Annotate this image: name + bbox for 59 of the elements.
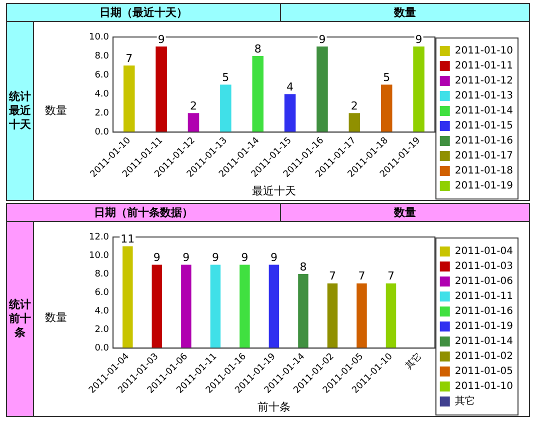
- y-tick-label: 4.0: [94, 306, 110, 316]
- legend-label: 2011-01-13: [454, 90, 514, 102]
- data-label: 5: [222, 70, 230, 84]
- data-label: 8: [254, 42, 262, 56]
- data-label: 8: [300, 260, 307, 274]
- data-label: 9: [158, 32, 165, 46]
- data-label: 2: [350, 100, 358, 113]
- text: 统计前十条: [7, 222, 34, 416]
- legend-label: 其它: [454, 395, 475, 408]
- y-tick-label: 8.0: [94, 51, 110, 62]
- y-tick-label: 0.0: [94, 344, 110, 354]
- data-label: 7: [387, 270, 394, 283]
- data-label: 2: [190, 100, 197, 113]
- text: 统计最近十天: [7, 22, 34, 200]
- legend-label: 2011-01-04: [454, 246, 514, 258]
- y-axis-title: 数量: [45, 102, 67, 118]
- legend-label: 2011-01-11: [454, 60, 514, 72]
- text: 数量: [281, 4, 529, 22]
- legend-label: 2011-01-15: [454, 120, 514, 132]
- y-tick-label: 4.0: [94, 89, 110, 100]
- legend-label: 2011-01-06: [454, 276, 514, 288]
- y-tick-label: 6.0: [94, 288, 110, 298]
- text: 日期（最近十天）: [7, 4, 281, 22]
- legend-label: 2011-01-03: [454, 261, 514, 272]
- data-label: 9: [212, 251, 219, 264]
- x-axis-title: 最近十天: [252, 184, 296, 198]
- y-tick-label: 6.0: [94, 70, 110, 80]
- data-label: 5: [383, 70, 390, 84]
- legend-label: 2011-01-16: [454, 306, 514, 318]
- legend-label: 2011-01-10: [454, 46, 514, 57]
- legend-label: 2011-01-14: [454, 106, 514, 117]
- y-tick-label: 10.0: [88, 250, 110, 261]
- x-tick-label: 其它: [404, 351, 424, 372]
- data-label: 11: [120, 232, 135, 246]
- text: 数量: [281, 204, 529, 222]
- data-label: 7: [358, 270, 366, 283]
- data-label: 9: [153, 251, 160, 264]
- y-tick-label: 8.0: [94, 269, 110, 280]
- data-label: 9: [241, 251, 248, 264]
- legend-label: 2011-01-14: [454, 336, 514, 348]
- y-tick-label: 10.0: [88, 32, 110, 42]
- data-label: 9: [318, 32, 326, 46]
- y-axis-title: 数量: [45, 310, 67, 325]
- legend-label: 2011-01-19: [454, 321, 514, 332]
- data-label: 9: [270, 251, 278, 264]
- legend-label: 2011-01-11: [454, 291, 514, 302]
- data-label: 7: [126, 52, 133, 65]
- legend-label: 2011-01-19: [454, 180, 514, 192]
- y-tick-label: 12.0: [88, 232, 110, 242]
- data-label: 9: [415, 32, 422, 46]
- data-label: 4: [286, 80, 294, 94]
- data-label: 7: [328, 270, 336, 283]
- x-axis-title: 前十条: [257, 400, 290, 414]
- y-tick-label: 2.0: [94, 108, 110, 118]
- text: 日期（前十条数据）: [7, 204, 281, 222]
- legend-label: 2011-01-12: [454, 76, 514, 87]
- y-tick-label: 2.0: [94, 324, 110, 335]
- data-label: 9: [182, 251, 190, 264]
- y-tick-label: 0.0: [94, 128, 110, 138]
